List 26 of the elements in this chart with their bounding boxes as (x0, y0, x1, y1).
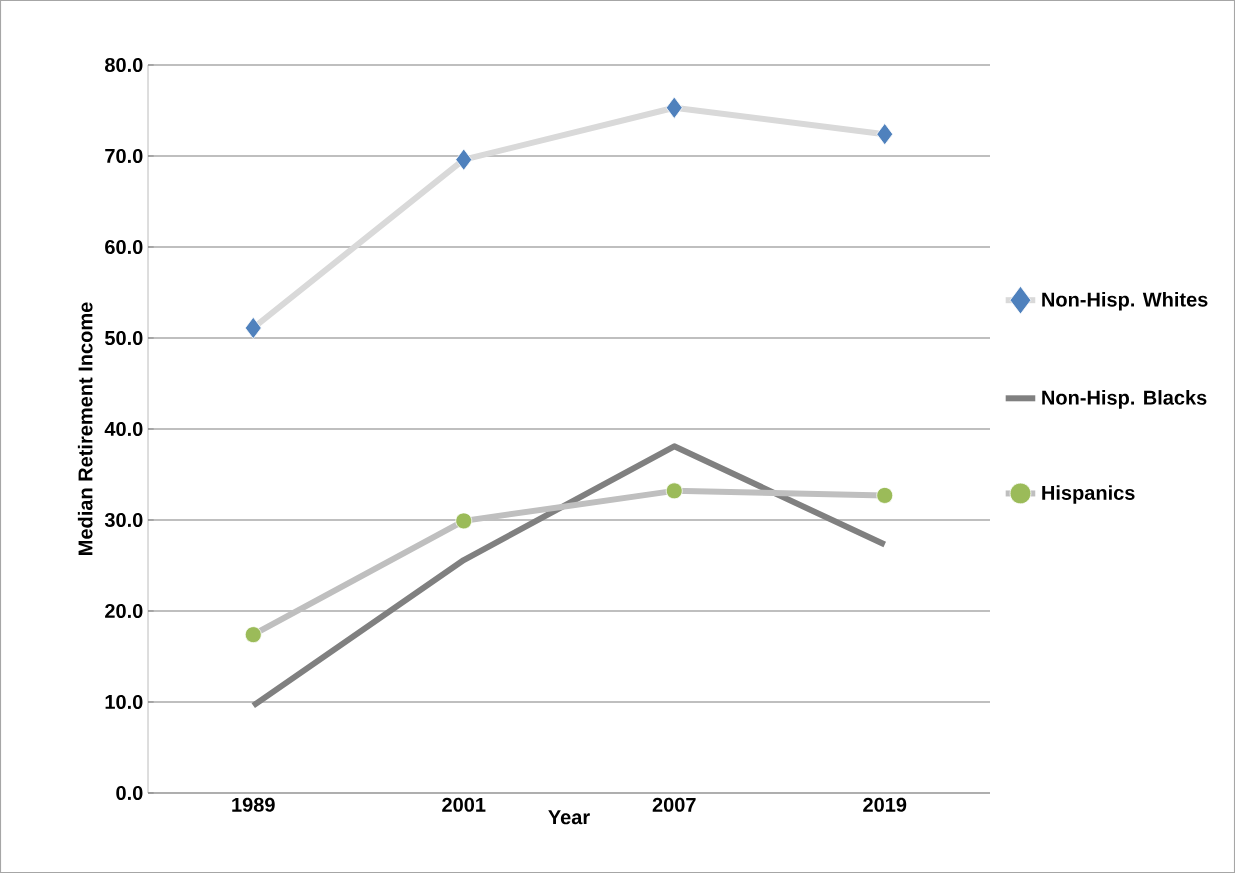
y-tick-label: 50.0 (104, 330, 143, 346)
x-tick-label: 2001 (442, 797, 486, 812)
y-tick-label: 10.0 (105, 694, 143, 710)
y-tick-label: 0.0 (116, 785, 143, 801)
y-tick-label: 60.0 (105, 239, 143, 255)
point (665, 482, 683, 500)
legend-label: Non-Hisp. Whites (1042, 291, 1208, 311)
point (455, 512, 473, 530)
point (244, 626, 262, 644)
point (244, 316, 262, 340)
x-tick-label: 2019 (863, 797, 907, 812)
y-tick-label: 70.0 (105, 148, 143, 164)
point (665, 96, 683, 119)
y-axis-title: Median Retirement Income (77, 302, 93, 555)
point (455, 148, 473, 171)
y-tick-label: 30.0 (104, 512, 143, 528)
x-axis-title: Year (548, 810, 590, 825)
point (876, 487, 894, 504)
x-tick-label: 2007 (652, 797, 696, 812)
x-tick-label: 1989 (232, 797, 275, 812)
legend-label: Hispanics (1042, 485, 1135, 504)
y-tick-label: 20.0 (105, 603, 143, 619)
point (876, 123, 894, 146)
legend-label: Non-Hisp. Blacks (1042, 390, 1207, 409)
y-tick-label: 40.0 (104, 421, 143, 437)
y-tick-label: 80.0 (105, 57, 143, 73)
